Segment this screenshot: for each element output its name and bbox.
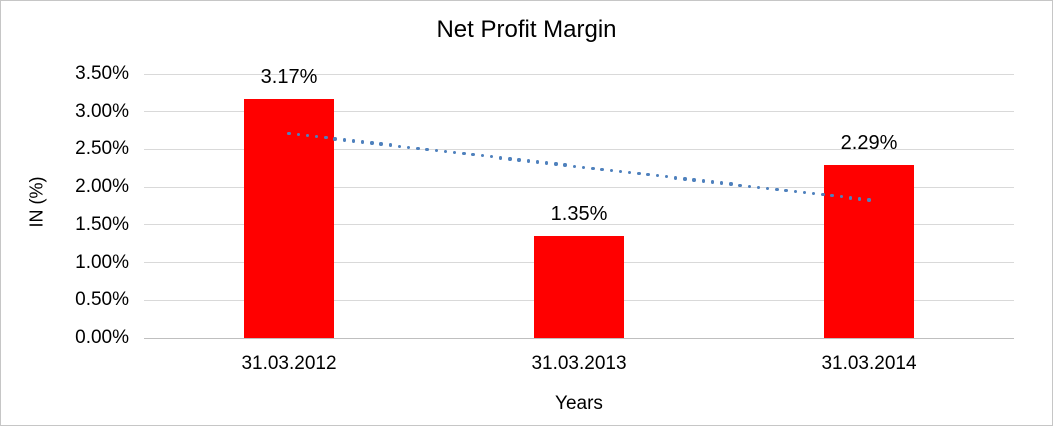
x-axis-line bbox=[144, 337, 1014, 339]
x-axis-tick-label: 31.03.2013 bbox=[531, 353, 627, 374]
trendline-dot bbox=[867, 198, 871, 202]
trendline-dot bbox=[563, 163, 567, 167]
trendline-dot bbox=[535, 160, 540, 164]
trendline-dot bbox=[830, 194, 834, 198]
trendline-dot bbox=[480, 154, 485, 158]
trendline-dot bbox=[646, 172, 650, 177]
trendline-dot bbox=[342, 138, 346, 142]
trendline-dot bbox=[434, 148, 438, 153]
y-axis-tick-label: 1.00% bbox=[75, 251, 129, 273]
x-axis-tick-label: 31.03.2012 bbox=[241, 353, 337, 374]
trendline-dot bbox=[655, 174, 659, 178]
gridline bbox=[144, 186, 1014, 188]
trendline-dot bbox=[296, 132, 300, 137]
trendline-dot bbox=[545, 161, 549, 165]
trendline-dot bbox=[305, 133, 310, 138]
trendline-dot bbox=[471, 152, 475, 157]
trendline-dot bbox=[609, 168, 613, 173]
trendline-dot bbox=[591, 166, 595, 171]
y-axis-tick-label: 3.00% bbox=[75, 100, 129, 122]
y-axis-tick-label: 1.50% bbox=[75, 213, 129, 235]
trendline-dot bbox=[627, 170, 632, 175]
trendline-dot bbox=[683, 177, 687, 181]
trendline-dot bbox=[489, 155, 494, 159]
gridline bbox=[144, 111, 1014, 113]
trendline-dot bbox=[766, 186, 770, 191]
trendline-dot bbox=[425, 147, 429, 152]
trendline-dot bbox=[453, 150, 457, 155]
trendline-dot bbox=[324, 136, 328, 140]
trendline-dot bbox=[351, 139, 356, 143]
trendline-dot bbox=[333, 137, 337, 141]
x-axis-title: Years bbox=[555, 393, 603, 414]
chart-title: Net Profit Margin bbox=[436, 16, 617, 43]
trendline-dot bbox=[692, 178, 696, 182]
trendline-dot bbox=[370, 141, 374, 145]
trendline-dot bbox=[701, 179, 705, 183]
trendline-dot bbox=[747, 184, 751, 188]
y-axis-tick-label: 0.50% bbox=[75, 289, 129, 311]
bar-data-label: 3.17% bbox=[260, 65, 318, 88]
trendline-dot bbox=[406, 145, 411, 149]
trendline-dot bbox=[287, 131, 291, 136]
trendline-dot bbox=[637, 171, 641, 176]
trendline-dot bbox=[618, 169, 623, 174]
trendline-dot bbox=[710, 180, 715, 184]
trendline-dot bbox=[388, 143, 392, 147]
trendline-dot bbox=[821, 192, 825, 197]
gridline bbox=[144, 148, 1014, 150]
y-axis-tick-label: 3.50% bbox=[75, 63, 129, 84]
gridline bbox=[144, 73, 1014, 75]
trendline-dot bbox=[719, 181, 724, 185]
trendline-dot bbox=[664, 175, 669, 179]
trendline-dot bbox=[812, 191, 816, 196]
trendline-dot bbox=[784, 188, 788, 193]
y-axis-tick-label: 0.00% bbox=[75, 327, 129, 348]
trendline-dot bbox=[443, 149, 448, 154]
trendline-dot bbox=[554, 162, 558, 166]
trendline-dot bbox=[729, 182, 733, 186]
trendline-dot bbox=[397, 144, 402, 148]
trendline-dot bbox=[572, 164, 577, 168]
trendline-dot bbox=[581, 165, 586, 169]
trendline-dot bbox=[526, 159, 531, 163]
trendline-dot bbox=[775, 187, 779, 192]
trendline-dot bbox=[314, 135, 319, 139]
bar-31.03.2013 bbox=[534, 236, 624, 338]
trendline-dot bbox=[360, 140, 365, 144]
y-axis-tick-label: 2.00% bbox=[75, 176, 129, 198]
bar-31.03.2012 bbox=[244, 98, 334, 338]
trendline-dot bbox=[839, 195, 844, 199]
bar-data-label: 1.35% bbox=[550, 203, 608, 226]
trendline-dot bbox=[499, 156, 503, 160]
trendline-dot bbox=[738, 183, 742, 187]
trendline-dot bbox=[508, 157, 512, 161]
gridline bbox=[144, 224, 1014, 226]
trendline-dot bbox=[858, 197, 862, 201]
trendline-dot bbox=[517, 158, 521, 162]
trendline-dot bbox=[793, 189, 798, 194]
bar-data-label: 2.29% bbox=[840, 132, 898, 155]
trendline-dot bbox=[673, 176, 678, 180]
trendline-dot bbox=[756, 185, 761, 189]
trendline-dot bbox=[416, 146, 420, 151]
x-axis-tick-label: 31.03.2014 bbox=[821, 353, 917, 374]
trendline-dot bbox=[848, 196, 853, 200]
trendline-dot bbox=[600, 167, 604, 172]
trendline-dot bbox=[462, 151, 466, 156]
y-axis-tick-label: 2.50% bbox=[75, 138, 129, 160]
trendline-dot bbox=[802, 190, 807, 195]
trendline-dot bbox=[379, 142, 383, 146]
bar-31.03.2014 bbox=[824, 165, 914, 338]
